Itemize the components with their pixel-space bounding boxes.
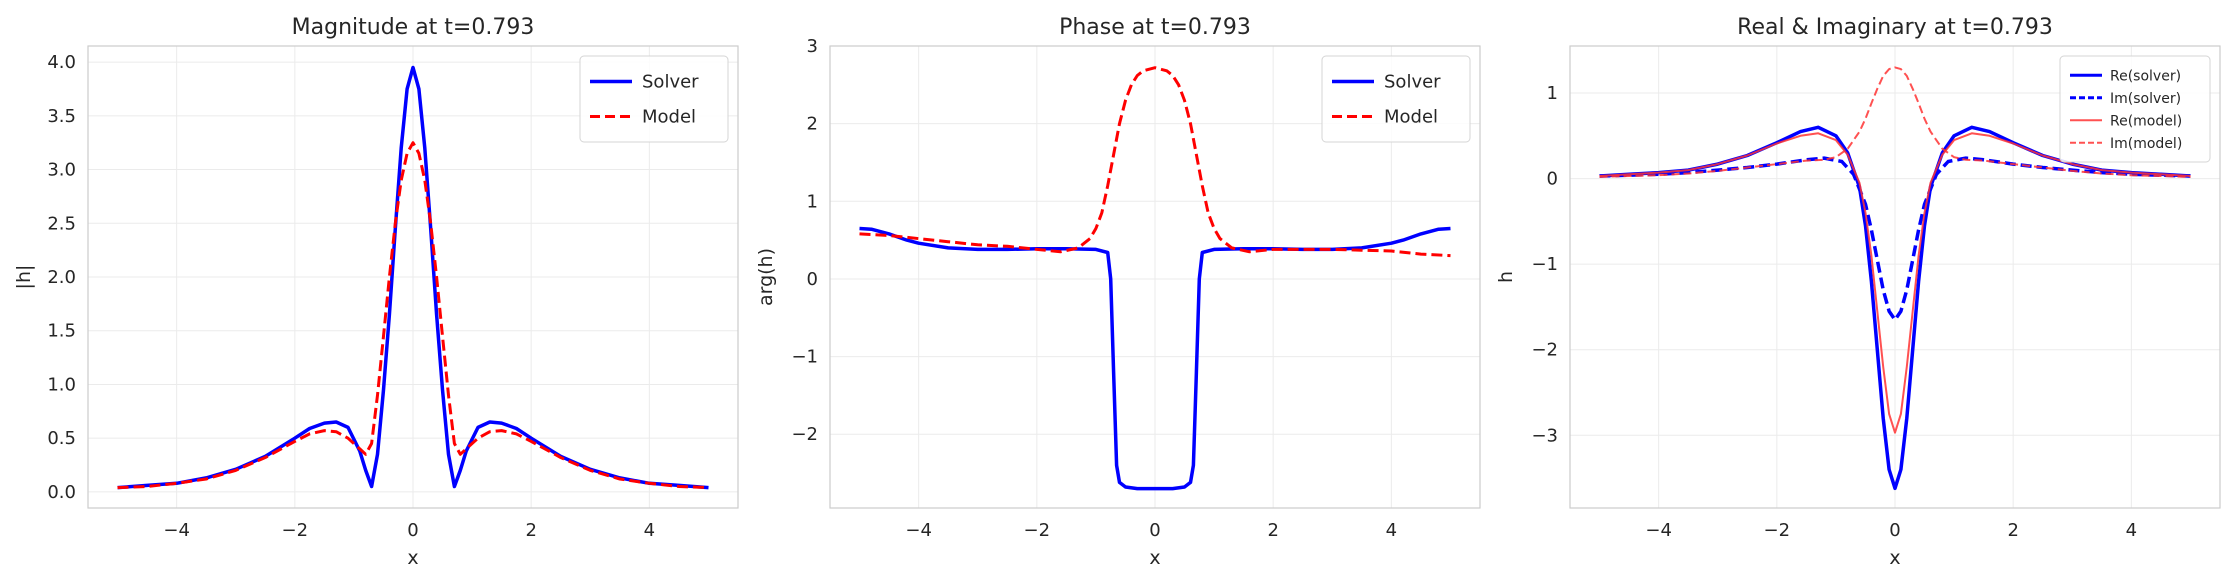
y-tick-label: 3.0 xyxy=(47,160,76,181)
y-tick-label: 0.5 xyxy=(47,428,76,449)
x-axis-label: x xyxy=(1889,547,1900,569)
legend-label: Solver xyxy=(642,72,699,93)
x-tick-label: 0 xyxy=(1889,520,1900,541)
y-tick-label: −3 xyxy=(1531,425,1558,446)
plot-frame xyxy=(829,45,1481,509)
chart-title: Real & Imaginary at t=0.793 xyxy=(1737,15,2053,40)
y-tick-label: 1.0 xyxy=(47,374,76,395)
series-line-model xyxy=(117,141,709,490)
y-tick-label: 1 xyxy=(807,191,818,212)
x-tick-label: 4 xyxy=(1386,520,1397,541)
y-tick-label: 0 xyxy=(807,269,818,290)
y-tick-label: 4.0 xyxy=(47,52,76,73)
x-axis-label: x xyxy=(1149,547,1160,569)
x-tick-label: −4 xyxy=(163,520,190,541)
legend-box xyxy=(2059,55,2211,163)
x-tick-label: −4 xyxy=(905,520,932,541)
x-tick-label: 4 xyxy=(644,520,655,541)
y-tick-label: 1 xyxy=(1547,83,1558,104)
y-tick-label: 3.5 xyxy=(47,106,76,127)
y-axis-label: h xyxy=(1495,271,1517,283)
legend: Solver Model xyxy=(1321,55,1471,143)
chart-title: Magnitude at t=0.793 xyxy=(292,15,535,40)
legend-label: Re(model) xyxy=(2110,113,2182,129)
chart-panel-3: −4 −2 0 2 4 −3 −2 −1 0 1 Real & Imaginary at t=0.7… xyxy=(1495,15,2221,569)
y-tick-label: 1.5 xyxy=(47,321,76,342)
x-tick-label: 0 xyxy=(407,520,418,541)
series-line-solver xyxy=(859,226,1451,491)
y-tick-label: −1 xyxy=(791,347,818,368)
chart-panel-1: −4 −2 0 2 4 0.0 0.5 1.0 1.5 2.0 2.5 3.0 3.5 4.0 Magnit… xyxy=(13,15,739,569)
legend-label: Im(solver) xyxy=(2110,91,2181,107)
plot-frame xyxy=(1569,45,2221,509)
legend-box xyxy=(1321,55,1471,143)
chart-title: Phase at t=0.793 xyxy=(1059,15,1251,40)
y-axis-label: arg(h) xyxy=(755,248,777,306)
y-tick-label: 2.0 xyxy=(47,267,76,288)
y-tick-label: 0 xyxy=(1547,169,1558,190)
y-tick-label: 2.5 xyxy=(47,213,76,234)
series-line-model xyxy=(859,66,1451,258)
series-line-re-model xyxy=(1599,132,2191,434)
y-tick-label: 3 xyxy=(807,36,818,57)
legend-label: Re(solver) xyxy=(2110,68,2181,84)
x-tick-label: −2 xyxy=(1764,520,1791,541)
legend-label: Model xyxy=(642,107,696,128)
series-line-im-model xyxy=(1599,66,2191,178)
x-tick-label: 2 xyxy=(1267,520,1278,541)
x-tick-label: −2 xyxy=(282,520,309,541)
legend-label: Im(model) xyxy=(2110,136,2182,152)
series-line-solver xyxy=(117,65,709,490)
y-tick-label: −2 xyxy=(1531,340,1558,361)
x-axis-label: x xyxy=(407,547,418,569)
plot-frame xyxy=(87,45,739,509)
legend: Solver Model xyxy=(579,55,729,143)
legend-box xyxy=(579,55,729,143)
x-tick-label: 0 xyxy=(1149,520,1160,541)
x-tick-label: 2 xyxy=(525,520,536,541)
y-tick-label: 2 xyxy=(807,114,818,135)
chart-panel-2: −4 −2 0 2 4 −2 −1 0 1 2 3 Phase at t=0.793 x arg(h) So… xyxy=(755,15,1481,569)
y-tick-label: 0.0 xyxy=(47,482,76,503)
y-axis-label: |h| xyxy=(13,265,35,290)
y-tick-label: −2 xyxy=(791,424,818,445)
x-tick-label: −4 xyxy=(1645,520,1672,541)
x-tick-label: −2 xyxy=(1024,520,1051,541)
y-tick-label: −1 xyxy=(1531,254,1558,275)
x-tick-label: 2 xyxy=(2007,520,2018,541)
x-tick-label: 4 xyxy=(2126,520,2137,541)
legend-label: Model xyxy=(1384,107,1438,128)
legend: Re(solver) Im(solver) Re(model) Im(model) xyxy=(2059,55,2211,163)
legend-label: Solver xyxy=(1384,72,1441,93)
